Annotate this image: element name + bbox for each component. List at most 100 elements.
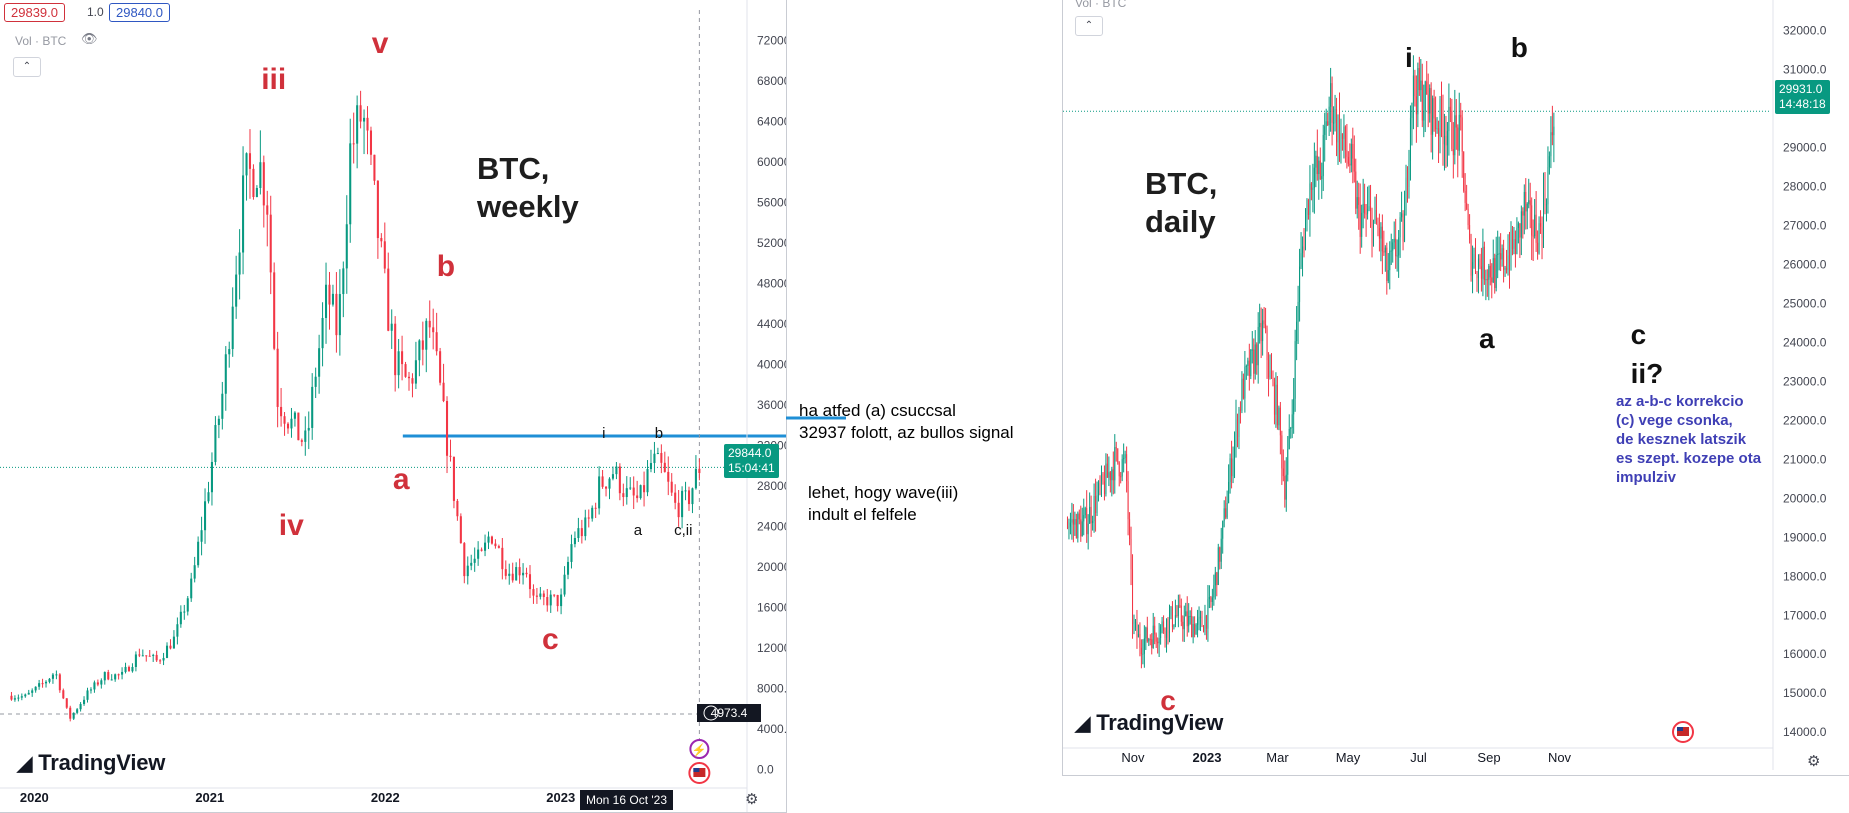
candle-body [1395,238,1397,257]
candle-body [311,386,314,428]
candle-body [1247,360,1249,366]
candle-body [13,698,16,700]
candle-body [1279,407,1281,436]
candle-body [349,143,352,225]
candle-body [1293,398,1295,415]
candle-body [321,317,324,349]
candle-body [228,349,231,355]
candle-body [1124,454,1126,459]
daily-tradingview-logo-text: TradingView [1096,710,1224,735]
price-tick-label: 44000.0 [757,317,786,331]
candle-body [1350,143,1352,166]
candle-body [611,474,614,479]
daily-collapse-legend-button[interactable]: ⌃ [1075,16,1103,36]
event-flash-icon[interactable]: ⚡ [689,739,710,759]
candle-body [1426,81,1428,95]
candle-body [1538,223,1540,254]
candle-body [1321,176,1323,180]
candle-body [76,709,79,713]
daily-chart-panel[interactable]: Vol · BTC ⌃ 32000.031000.030000.029000.0… [1062,0,1849,776]
candle-body [549,594,552,606]
candle-body [539,593,542,597]
bid-price-chip[interactable]: 29839.0 [4,3,65,22]
candle-body [528,574,532,590]
candle-body [1194,624,1196,635]
ask-price-chip[interactable]: 29840.0 [109,3,170,22]
daily-volume-indicator-label[interactable]: Vol · BTC [1075,0,1127,10]
collapse-legend-button[interactable]: ⌃ [13,57,41,77]
candle-body [1503,248,1505,270]
candle-body [1189,615,1191,617]
daily-tradingview-logo[interactable]: ◢ TradingView [1075,710,1223,736]
price-tick-label: 4000.0 [757,722,786,736]
candle-body [608,478,611,489]
candle-body [1254,344,1256,374]
candle-body [1364,203,1366,214]
candle-body [58,674,61,691]
candle-body [1115,447,1117,449]
candle-body [1121,459,1123,477]
candle-body [591,507,594,519]
candle-body [1126,454,1128,482]
candle-body [691,488,694,505]
candle-body [1520,211,1522,238]
candle-body [1448,106,1450,132]
candle-body [1136,621,1138,638]
candle-body [1296,321,1298,342]
candle-body [1285,474,1287,500]
price-tick-label: 12000.0 [757,641,786,655]
candle-body [259,162,262,189]
candle-body [1528,200,1530,204]
candle-body [1077,513,1079,539]
candle-body [1368,206,1370,210]
candle-body [283,416,286,424]
candle-body [1300,253,1302,267]
candle-body [79,704,82,710]
weekly-candlestick-chart[interactable]: 72000.0 68000.0 64000.0 60000.0 56000.0 52000… [0,0,786,812]
candle-body [646,469,649,493]
candle-body [1464,191,1466,203]
candle-body [556,595,559,607]
time-tick-label: Sep [1477,750,1500,765]
daily-candlestick-chart[interactable]: 32000.031000.030000.029000.028000.027000… [1063,0,1849,775]
candle-body [1328,106,1330,126]
daily-wave-label: c [1630,318,1647,350]
wave-label-minor: c,ii [674,521,693,539]
candle-body [1163,621,1165,631]
candle-body [1446,131,1448,146]
volume-indicator-label[interactable]: Vol · BTC [15,34,67,48]
hide-eye-icon[interactable]: 👁 [81,31,98,46]
candle-body [660,452,663,463]
candle-body [546,597,549,606]
candle-body [1202,626,1204,632]
daily-us-flag-event-icon[interactable] [1672,721,1694,743]
candle-body [1074,518,1076,525]
candle-body [1123,458,1125,460]
candle-body [1347,156,1349,164]
candle-body [1127,481,1129,520]
candle-body [1186,611,1188,627]
time-tick-label: May [1336,750,1361,765]
level-line-extension [786,416,846,420]
candle-body [1268,360,1270,378]
candle-body [1180,605,1182,622]
candle-body [1407,177,1409,187]
candle-body [605,486,608,489]
candle-body [1513,239,1515,249]
daily-settings-gear-icon[interactable]: ⚙ [1807,753,1821,770]
candle-body [487,536,490,543]
candle-body [72,712,75,719]
candle-body [1112,469,1114,481]
candle-body [1418,68,1420,91]
candle-body [1427,94,1429,114]
candle-body [560,594,563,607]
us-flag-event-icon[interactable] [688,762,711,784]
candle-body [1270,370,1272,380]
weekly-settings-gear-icon[interactable]: ⚙ [745,791,759,808]
add-alert-plus-icon[interactable] [703,705,719,721]
tradingview-logo[interactable]: ◢ TradingView [17,750,165,776]
price-tick-label: 28000.0 [1783,180,1827,194]
candle-body [1222,521,1224,539]
weekly-chart-panel[interactable]: 29839.0 1.0 29840.0 Vol · BTC 👁 ⌃ 72000.… [0,0,787,813]
price-tick-label: 32000.0 [1783,24,1827,38]
